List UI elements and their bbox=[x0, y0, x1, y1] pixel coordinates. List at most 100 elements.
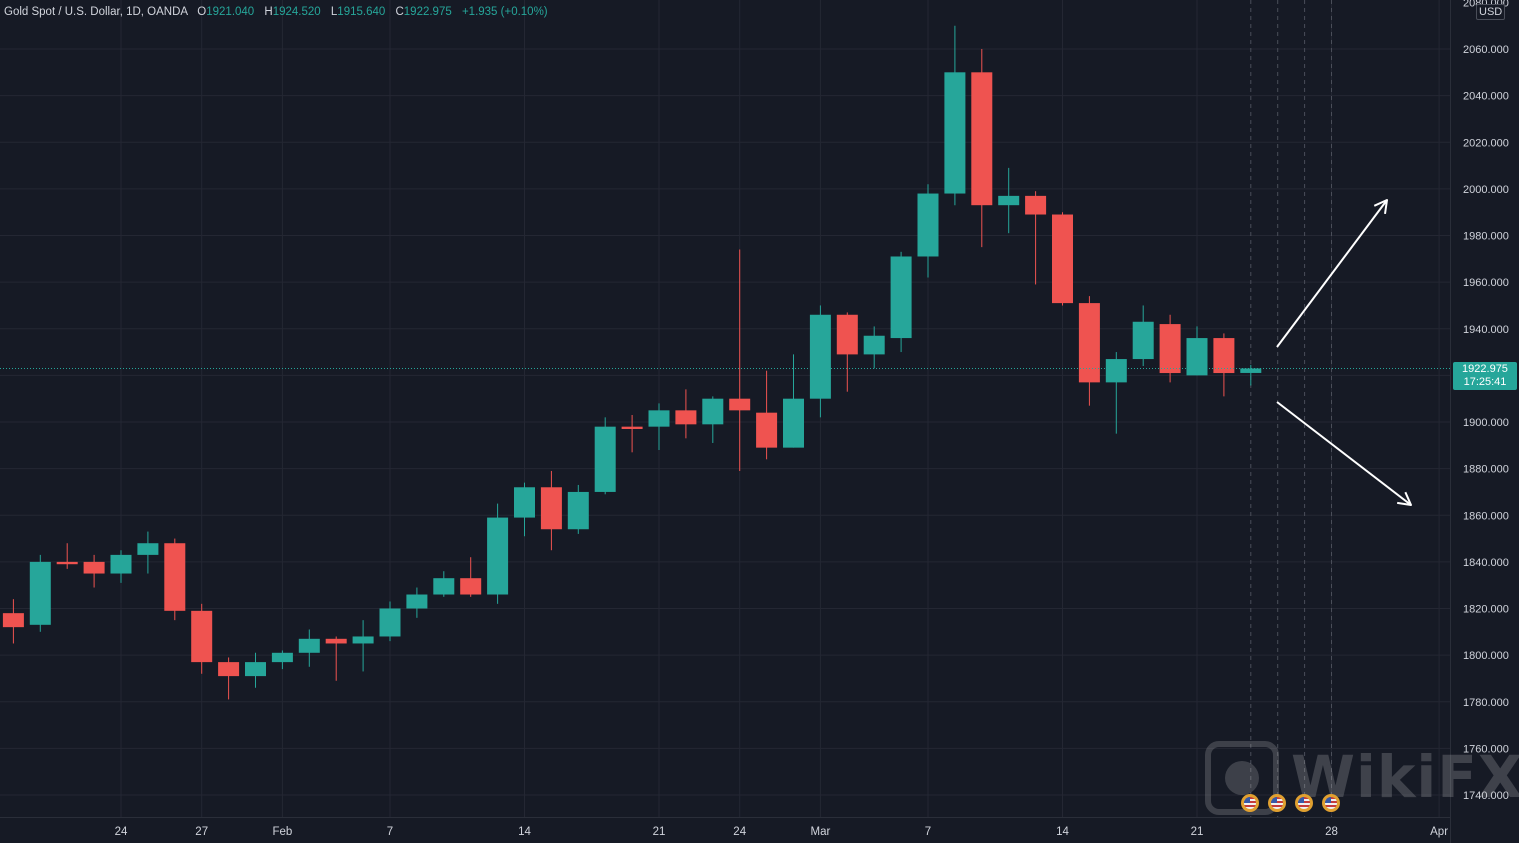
us-flag-event-icon[interactable] bbox=[1268, 794, 1286, 812]
candle-up[interactable] bbox=[917, 184, 939, 278]
candle-body bbox=[1025, 195, 1047, 215]
high-value: 1924.520 bbox=[272, 6, 321, 18]
candle-down[interactable] bbox=[460, 557, 482, 597]
candle-down[interactable] bbox=[83, 554, 105, 588]
time-tick-label: 21 bbox=[1191, 826, 1204, 838]
candle-down[interactable] bbox=[164, 538, 186, 621]
open-label: O bbox=[197, 6, 207, 18]
change-value: +1.935 (+0.10%) bbox=[461, 6, 548, 18]
candle-body bbox=[1132, 321, 1154, 360]
price-tick-label: 1780.000 bbox=[1463, 697, 1509, 709]
candle-down[interactable] bbox=[621, 415, 643, 453]
candle-up[interactable] bbox=[245, 652, 266, 688]
candle-up[interactable] bbox=[433, 571, 455, 597]
high-label: H bbox=[264, 6, 273, 18]
candle-body bbox=[83, 561, 105, 574]
candle-down[interactable] bbox=[191, 603, 213, 674]
candle-body bbox=[379, 608, 401, 637]
candle-up[interactable] bbox=[648, 403, 670, 450]
candle-body bbox=[2, 613, 24, 628]
us-flag-event-icon[interactable] bbox=[1295, 794, 1313, 812]
candle-body bbox=[514, 487, 535, 518]
candle-body bbox=[567, 491, 589, 530]
candle-up[interactable] bbox=[890, 251, 912, 353]
candle-down[interactable] bbox=[836, 312, 858, 392]
us-flag-event-icon[interactable] bbox=[1241, 794, 1259, 812]
price-tick-label: 1940.000 bbox=[1463, 324, 1509, 336]
candle-up[interactable] bbox=[809, 305, 831, 418]
candle-up[interactable] bbox=[944, 25, 966, 206]
time-axis[interactable]: 24 27 Feb 7 14 21 24 Mar 7 14 21 28 Apr bbox=[115, 826, 1449, 838]
candle-down[interactable] bbox=[756, 370, 778, 460]
candle-body bbox=[998, 195, 1020, 206]
candle-body bbox=[1240, 368, 1262, 373]
candle-body bbox=[648, 410, 670, 427]
candle-down[interactable] bbox=[1025, 191, 1047, 285]
candle-body bbox=[594, 426, 616, 492]
candle-body bbox=[890, 256, 912, 339]
candle-up[interactable] bbox=[29, 554, 51, 632]
candle-body bbox=[540, 487, 562, 530]
candle-up[interactable] bbox=[1132, 305, 1154, 367]
candle-up[interactable] bbox=[863, 326, 885, 369]
candle-down[interactable] bbox=[218, 657, 240, 700]
candle-up[interactable] bbox=[783, 354, 804, 448]
candle-down[interactable] bbox=[729, 249, 751, 471]
price-tick-label: 1960.000 bbox=[1463, 277, 1509, 289]
candle-up[interactable] bbox=[487, 503, 509, 604]
candle-body bbox=[621, 426, 643, 429]
candle-down[interactable] bbox=[540, 470, 562, 551]
candle-up[interactable] bbox=[1240, 364, 1262, 386]
candle-down[interactable] bbox=[1213, 333, 1235, 397]
price-tick-label: 1900.000 bbox=[1463, 417, 1509, 429]
candle-up[interactable] bbox=[298, 629, 320, 667]
candle-up[interactable] bbox=[137, 531, 159, 574]
close-value: 1922.975 bbox=[403, 6, 452, 18]
low-value: 1915.640 bbox=[337, 6, 386, 18]
bar-countdown: 17:25:41 bbox=[1463, 376, 1507, 388]
candle-up[interactable] bbox=[1105, 352, 1127, 434]
candle-up[interactable] bbox=[271, 650, 293, 670]
candle-down[interactable] bbox=[2, 599, 24, 644]
candle-up[interactable] bbox=[514, 482, 535, 537]
candle-down[interactable] bbox=[56, 543, 78, 569]
us-flag-event-icon[interactable] bbox=[1322, 794, 1340, 812]
candle-down[interactable] bbox=[325, 636, 347, 681]
candle-body bbox=[1052, 214, 1073, 304]
future-date-markers bbox=[1250, 0, 1332, 817]
currency-label[interactable]: USD bbox=[1476, 4, 1506, 20]
candle-body bbox=[460, 578, 482, 595]
candle-up[interactable] bbox=[110, 550, 132, 583]
candle-down[interactable] bbox=[971, 49, 993, 248]
candle-up[interactable] bbox=[352, 620, 374, 672]
time-tick-label: 14 bbox=[1056, 826, 1069, 838]
price-tick-label: 1860.000 bbox=[1463, 510, 1509, 522]
candle-body bbox=[809, 314, 831, 399]
economic-events-row bbox=[0, 794, 1450, 816]
candle-up[interactable] bbox=[594, 417, 616, 495]
candle-up[interactable] bbox=[406, 587, 428, 618]
price-tick-label: 2000.000 bbox=[1463, 184, 1509, 196]
candle-down[interactable] bbox=[1159, 314, 1181, 383]
candle-down[interactable] bbox=[675, 389, 697, 439]
candle-up[interactable] bbox=[1186, 326, 1208, 376]
time-tick-label: 24 bbox=[733, 826, 746, 838]
time-tick-label: 21 bbox=[653, 826, 666, 838]
candle-up[interactable] bbox=[998, 167, 1020, 234]
candle-up[interactable] bbox=[702, 396, 724, 443]
symbol-title[interactable]: Gold Spot / U.S. Dollar, 1D, OANDA bbox=[4, 6, 189, 18]
candle-body bbox=[218, 662, 240, 677]
candle-up[interactable] bbox=[379, 601, 401, 642]
candle-body bbox=[1186, 338, 1208, 376]
candle-body bbox=[944, 72, 966, 194]
candle-up[interactable] bbox=[567, 484, 589, 534]
candle-down[interactable] bbox=[1052, 212, 1073, 306]
price-tick-label: 1760.000 bbox=[1463, 743, 1509, 755]
candle-down[interactable] bbox=[1078, 296, 1100, 406]
price-tick-label: 1740.000 bbox=[1463, 790, 1509, 802]
time-tick-label: 14 bbox=[518, 826, 531, 838]
candle-body bbox=[756, 412, 778, 448]
candle-series[interactable] bbox=[2, 25, 1262, 700]
candle-body bbox=[245, 662, 266, 677]
